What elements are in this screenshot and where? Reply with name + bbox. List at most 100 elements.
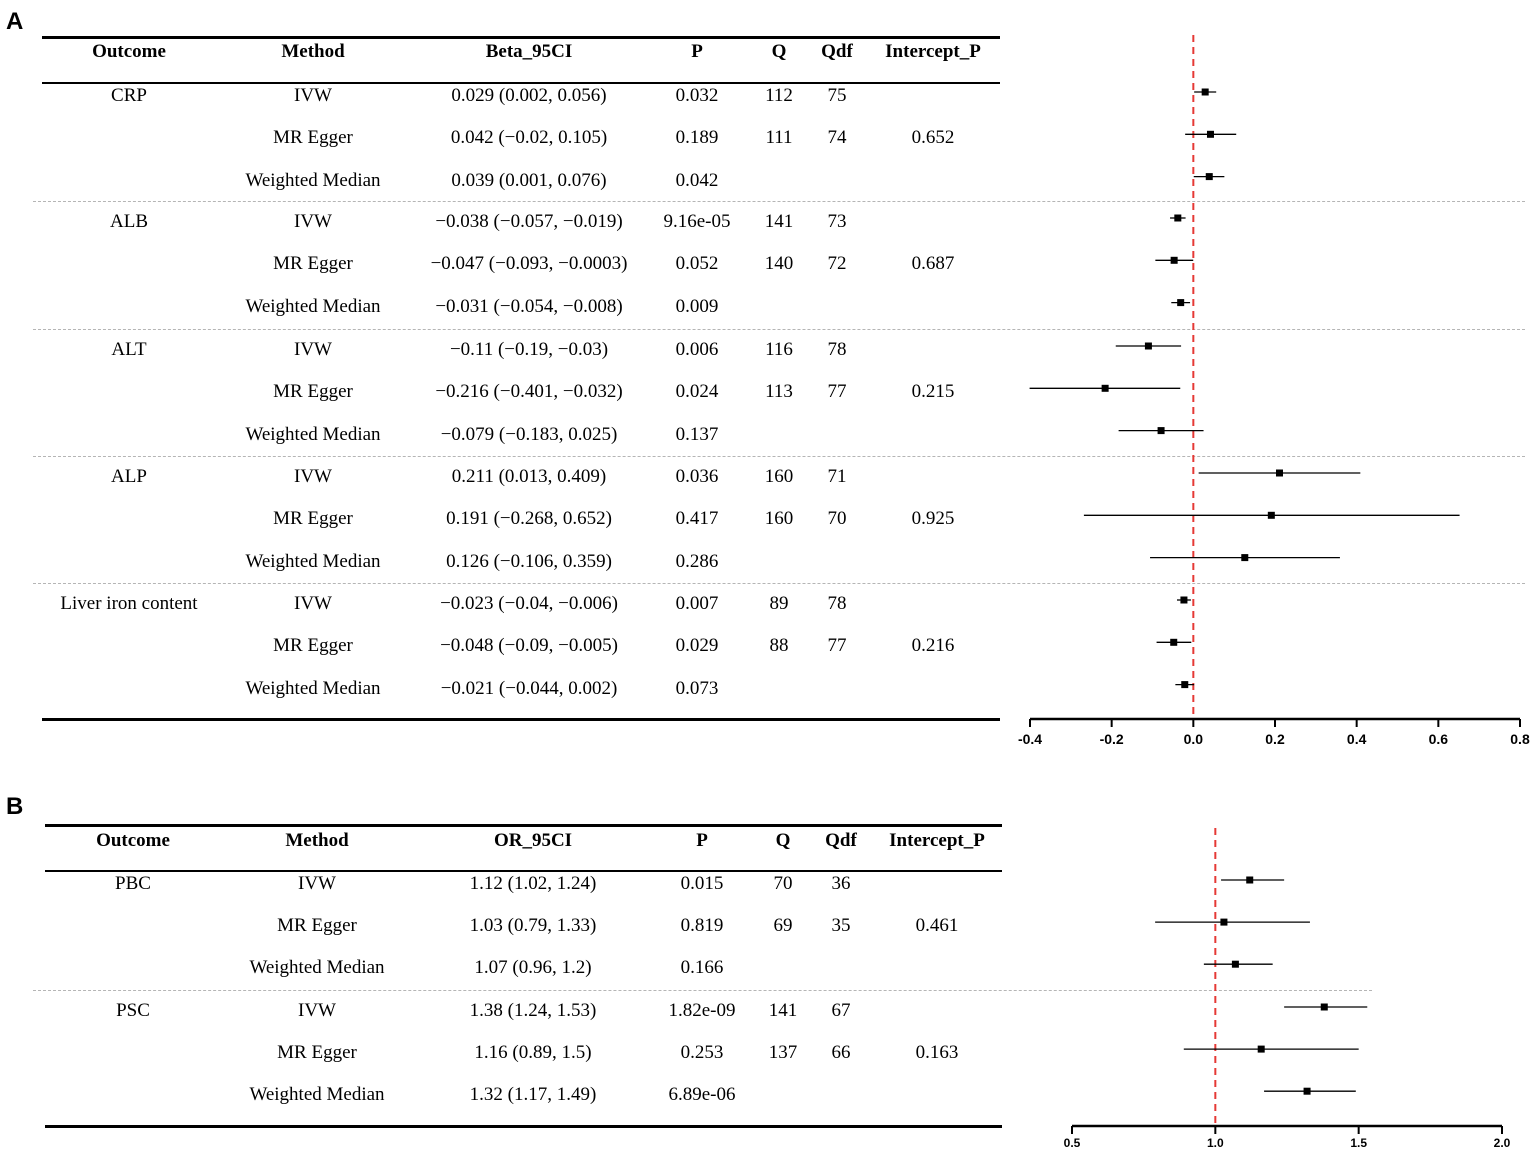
panel-a-q-cell: 111: [765, 127, 793, 149]
panel-a-method-cell: IVW: [294, 85, 332, 106]
panel-a-p-cell: 0.029: [675, 635, 719, 657]
panel-a-point-estimate: [1174, 214, 1182, 222]
panel-b-method-cell: IVW: [298, 873, 336, 894]
panel-b-outcome-cell: PBC: [115, 873, 151, 894]
panel-a-qdf-cell: 75: [827, 85, 847, 106]
panel-a-point-estimate: [1206, 130, 1214, 138]
panel-a-method-cell: Weighted Median: [245, 423, 381, 445]
panel-b-ci-cell: 1.32 (1.17, 1.49): [469, 1084, 597, 1106]
panel-a-p-cell: 0.009: [675, 295, 719, 317]
panel-a-p-cell: 0.417: [675, 508, 719, 530]
panel-b-q-cell: 70: [773, 873, 793, 894]
panel-b-p-cell: 0.819: [680, 915, 724, 937]
panel-a-method-cell: MR Egger: [273, 381, 353, 403]
panel-a-point-estimate: [1170, 638, 1178, 646]
panel-b-p-cell: 0.015: [680, 873, 724, 894]
panel-a-method-cell: IVW: [294, 211, 332, 232]
panel-a-method-cell: Weighted Median: [245, 550, 381, 572]
panel-a-header-rule: [42, 82, 1000, 84]
panel-a-intercept-p-cell: 0.652: [911, 127, 955, 149]
panel-b-point-estimate: [1246, 876, 1254, 884]
panel-b-method-cell: MR Egger: [277, 915, 357, 937]
panel-a-p-cell: 9.16e-05: [663, 211, 731, 232]
panel-a-x-tick-label: 0.6: [1429, 731, 1449, 747]
panel-a-q-cell: 140: [764, 253, 794, 275]
panel-a-method-cell: MR Egger: [273, 253, 353, 275]
panel-b-p-cell: 0.166: [680, 957, 724, 979]
panel-a-q-cell: 89: [769, 593, 789, 614]
panel-a-point-estimate: [1205, 173, 1213, 181]
panel-a-point-estimate: [1180, 596, 1188, 604]
panel-a-ci-cell: 0.211 (0.013, 0.409): [451, 466, 607, 487]
panel-a-outcome-cell: ALT: [111, 339, 147, 360]
panel-a-qdf-cell: 78: [827, 593, 847, 614]
panel-b-header-rule: [45, 870, 1002, 872]
panel-b-qdf-cell: 36: [831, 873, 851, 894]
panel-a-p-cell: 0.052: [675, 253, 719, 275]
panel-label-a: A: [6, 8, 24, 35]
panel-a-ci-cell: −0.048 (−0.09, −0.005): [440, 635, 618, 657]
panel-a-ci-cell: 0.029 (0.002, 0.056): [451, 85, 607, 106]
panel-a-q-cell: 113: [765, 381, 793, 403]
panel-b-q-cell: 141: [768, 1000, 798, 1021]
panel-a-p-cell: 0.042: [675, 169, 719, 191]
panel-a-bottom-rule: [42, 718, 1000, 721]
panel-a-qdf-cell: 73: [827, 211, 847, 232]
panel-b-method-cell: Weighted Median: [249, 1084, 385, 1106]
panel-a-method-cell: Weighted Median: [245, 295, 381, 317]
panel-a-intercept-p-cell: 0.687: [911, 253, 955, 275]
panel-a-ci-cell: 0.039 (0.001, 0.076): [451, 169, 607, 191]
panel-a-point-estimate: [1241, 554, 1249, 562]
panel-a-point-estimate: [1177, 299, 1185, 307]
panel-a-ci-cell: −0.047 (−0.093, −0.0003): [430, 253, 628, 275]
panel-a-x-tick-label: -0.4: [1018, 731, 1042, 747]
panel-b-header-p: P: [696, 830, 708, 851]
panel-a-q-cell: 116: [765, 339, 793, 360]
panel-b-intercept-p-cell: 0.461: [915, 915, 959, 937]
panel-a-intercept-p-cell: 0.925: [911, 508, 955, 530]
panel-a-p-cell: 0.189: [675, 127, 719, 149]
panel-a-q-cell: 160: [764, 466, 794, 487]
panel-a-x-tick-label: 0.2: [1265, 731, 1285, 747]
panel-a-top-rule: [42, 36, 1000, 39]
panel-a-q-cell: 160: [764, 508, 794, 530]
panel-a-point-estimate: [1267, 511, 1275, 519]
panel-a-p-cell: 0.286: [675, 550, 719, 572]
panel-b-q-cell: 69: [773, 915, 793, 937]
panel-a-point-estimate: [1144, 342, 1152, 350]
panel-b-point-estimate: [1320, 1003, 1328, 1011]
panel-a-p-cell: 0.032: [675, 85, 719, 106]
panel-b-p-cell: 6.89e-06: [668, 1084, 736, 1106]
panel-a-outcome-cell: Liver iron content: [60, 593, 198, 614]
panel-a-point-estimate: [1157, 427, 1165, 435]
panel-b-point-estimate: [1303, 1087, 1311, 1095]
panel-b-bottom-rule: [45, 1125, 1002, 1128]
panel-b-ci-cell: 1.38 (1.24, 1.53): [469, 1000, 597, 1021]
panel-b-p-cell: 0.253: [680, 1042, 724, 1064]
panel-b-header-qdf: Qdf: [825, 830, 857, 851]
panel-a-method-cell: Weighted Median: [245, 169, 381, 191]
panel-a-method-cell: IVW: [294, 339, 332, 360]
panel-a-p-cell: 0.024: [675, 381, 719, 403]
panel-a-header-outcome: Outcome: [92, 41, 166, 62]
panel-a-header-intercept-p: Intercept_P: [885, 41, 981, 62]
panel-b-point-estimate: [1231, 960, 1239, 968]
panel-a-ci-cell: −0.079 (−0.183, 0.025): [440, 423, 618, 445]
panel-b-point-estimate: [1220, 918, 1228, 926]
panel-a-header-p: P: [691, 41, 703, 62]
panel-a-point-estimate: [1101, 384, 1109, 392]
panel-a-method-cell: MR Egger: [273, 635, 353, 657]
panel-a-ci-cell: 0.191 (−0.268, 0.652): [446, 508, 612, 530]
panel-a-method-cell: MR Egger: [273, 508, 353, 530]
panel-a-x-tick-label: 0.0: [1184, 731, 1204, 747]
panel-a-ci-cell: −0.021 (−0.044, 0.002): [440, 677, 618, 699]
panel-b-method-cell: Weighted Median: [249, 957, 385, 979]
panel-b-header-q: Q: [775, 830, 791, 851]
panel-a-method-cell: IVW: [294, 466, 332, 487]
panel-a-method-cell: IVW: [294, 593, 332, 614]
panel-a-qdf-cell: 78: [827, 339, 847, 360]
panel-b-x-tick-label: 1.0: [1207, 1136, 1224, 1150]
